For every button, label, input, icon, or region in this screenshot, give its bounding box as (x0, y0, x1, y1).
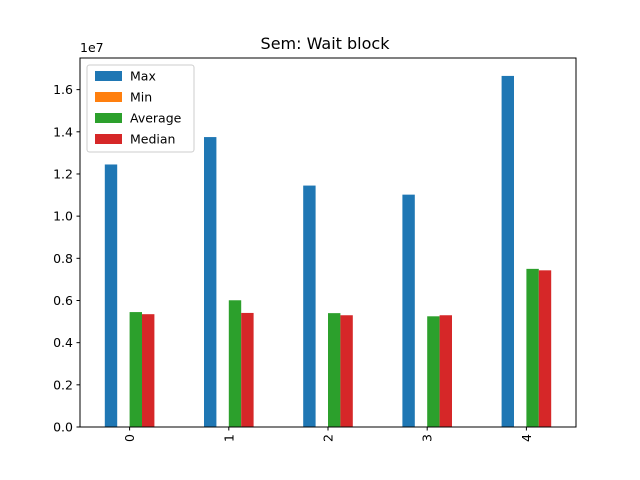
bar-average-1 (228, 300, 242, 427)
bar-max-3 (402, 194, 415, 427)
x-tick-label: 0 (122, 434, 137, 442)
bar-max-1 (204, 137, 217, 427)
y-axis-scale-label: 1e7 (80, 40, 104, 55)
y-tick-label: 1.4 (53, 124, 73, 139)
legend-label-min: Min (130, 90, 152, 105)
x-tick-label: 1 (221, 434, 236, 442)
legend-swatch-min (95, 92, 122, 102)
legend-label-max: Max (130, 69, 156, 84)
bar-average-2 (328, 313, 341, 427)
plot-frame (79, 57, 577, 428)
y-axis: 0.0 0.2 0.4 0.6 0.8 1.0 1.2 1.4 1.6 (53, 82, 80, 435)
y-tick-label: 0.6 (53, 293, 73, 308)
y-tick-label: 1.6 (53, 82, 73, 97)
y-tick-label: 0.0 (53, 420, 73, 435)
bar-average-0 (129, 312, 142, 427)
legend: Max Min Average Median (86, 64, 195, 153)
bars-layer (104, 75, 552, 428)
legend-label-median: Median (130, 132, 175, 147)
legend-box (86, 64, 195, 153)
bar-max-2 (303, 185, 316, 427)
bar-median-4 (538, 270, 552, 427)
bar-median-1 (241, 312, 254, 427)
legend-swatch-average (95, 113, 122, 123)
bar-average-4 (526, 268, 539, 427)
bar-max-4 (501, 75, 514, 428)
x-tick-label: 4 (519, 434, 534, 442)
y-tick-label: 0.4 (53, 335, 73, 350)
bar-median-3 (439, 315, 452, 427)
x-axis: 0 1 2 3 4 (122, 427, 534, 442)
legend-swatch-max (95, 71, 122, 81)
y-tick-label: 0.8 (53, 251, 73, 266)
bar-median-2 (340, 315, 353, 427)
legend-swatch-median (95, 134, 122, 144)
chart-title: Sem: Wait block (261, 34, 391, 53)
x-tick-label: 2 (321, 434, 336, 442)
y-tick-label: 1.0 (53, 209, 73, 224)
legend-label-average: Average (130, 111, 182, 126)
x-tick-label: 3 (420, 434, 435, 442)
y-tick-label: 0.2 (53, 377, 73, 392)
y-tick-label: 1.2 (53, 166, 73, 181)
bar-median-0 (142, 314, 155, 427)
bar-average-3 (427, 316, 440, 427)
bar-max-0 (104, 164, 118, 428)
